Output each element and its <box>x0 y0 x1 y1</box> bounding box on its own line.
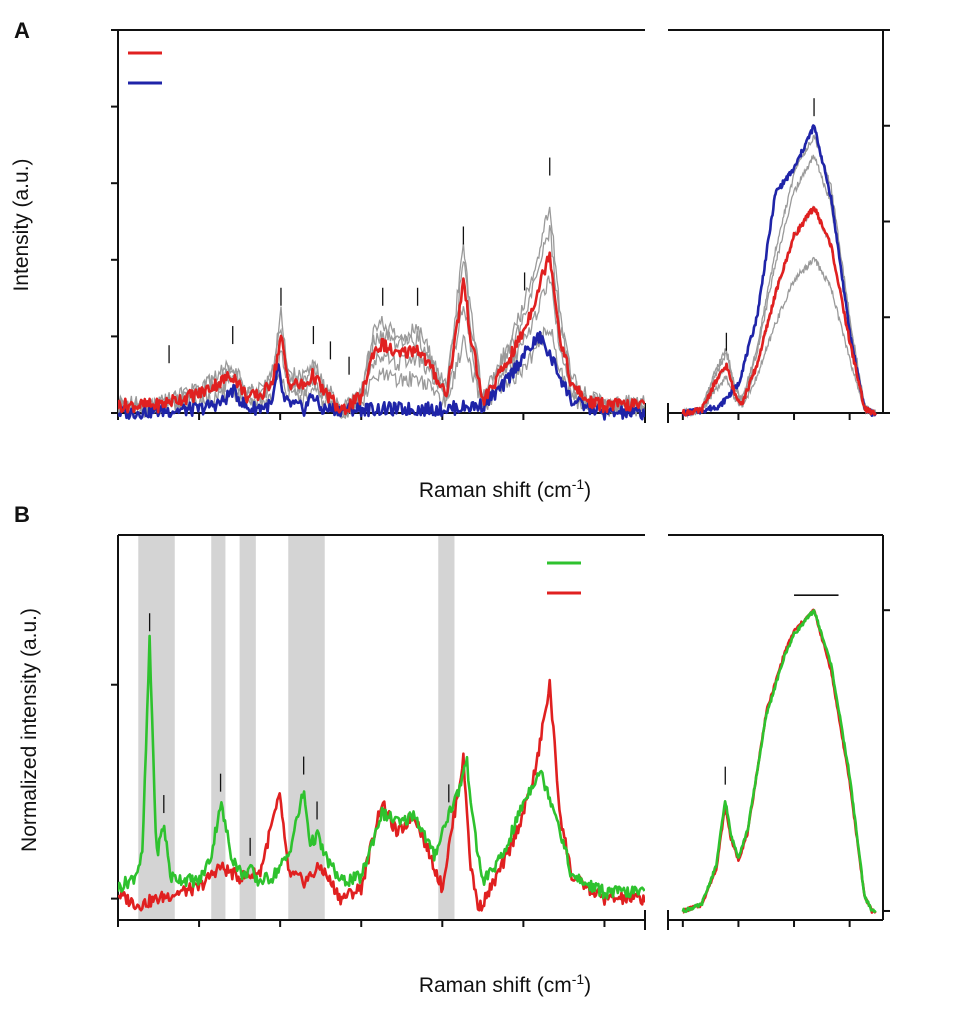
panel-a-replicate-spectrum-right <box>682 134 877 418</box>
panel-a-x-axis-title-main: Raman shift (cm <box>419 479 572 502</box>
panel-a-series-ype-solution-0-1-g-l-after-mixing-right <box>682 124 877 417</box>
panel-b-shaded-band <box>211 535 226 920</box>
panel-a <box>111 29 890 423</box>
panel-a-y-axis-title: Intensity (a.u.) <box>10 158 33 291</box>
panel-b-shaded-band <box>288 535 325 920</box>
panel-a-x-axis-title-sup: -1 <box>572 476 585 492</box>
panel-b-shaded-band <box>239 535 256 920</box>
panel-b-series-aggregates-left <box>118 678 645 912</box>
panel-b-series-ype-solution-25-g-l-right <box>681 609 877 914</box>
panel-a-x-axis-title-end: ) <box>584 479 591 502</box>
panel-b-series-ype-solution-25-g-l-left <box>118 634 645 900</box>
panel-b-x-axis-title-main: Raman shift (cm <box>419 974 572 997</box>
panel-b-right-plot-area <box>681 608 877 914</box>
panel-b-x-axis-title-end: ) <box>584 974 591 997</box>
panel-b-x-axis-title-sup: -1 <box>572 971 585 987</box>
panel-a-series-aggregates-left <box>118 251 645 416</box>
panel-b-left-plot-area <box>118 634 645 912</box>
panel-b-x-axis-title: Raman shift (cm-1) <box>419 971 591 997</box>
panel-a-series-aggregates-right <box>681 206 877 417</box>
panel-letter-b: B <box>14 502 30 527</box>
panel-b-shaded-band <box>438 535 455 920</box>
panel-a-x-axis-title: Raman shift (cm-1) <box>419 476 591 502</box>
panel-a-left-plot-area <box>118 206 645 421</box>
panel-a-series-ype-solution-0-1-g-l-after-mixing-left <box>118 330 645 421</box>
panel-a-right-plot-area <box>681 124 877 419</box>
panel-a-replicate-spectrum-right <box>682 256 877 419</box>
panel-b <box>111 534 890 930</box>
panel-b-y-axis-title: Normalized intensity (a.u.) <box>18 608 41 852</box>
panel-letter-a: A <box>14 18 30 43</box>
